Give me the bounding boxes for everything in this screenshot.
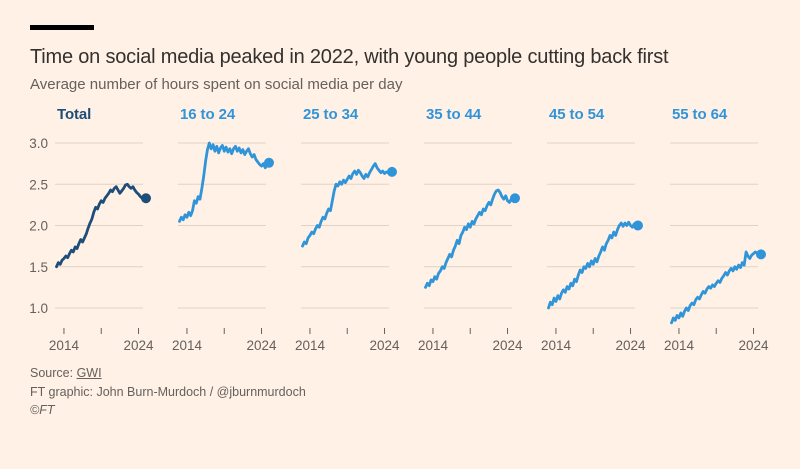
chart-plot-35-to-44: 2014 2024 <box>418 142 524 353</box>
end-dot-55-to-64 <box>755 249 766 260</box>
copyright: ©FT <box>30 403 55 417</box>
ft-chart-page: Time on social media peaked in 2022, wit… <box>0 25 800 420</box>
chart-subtitle: Average number of hours spent on social … <box>30 76 403 93</box>
series-line-55-to-64 <box>670 250 763 325</box>
end-dot-total <box>140 193 151 204</box>
x-axis-tick-label: 2024 <box>616 338 647 353</box>
chart-panel-25-to-34: 25 to 34 2014 2024 <box>295 102 424 356</box>
x-axis-tick-label: 2024 <box>370 338 401 353</box>
chart-title-16-to-24: 16 to 24 <box>180 106 236 123</box>
series-line-total <box>55 182 148 269</box>
y-axis-tick-label: 2.0 <box>29 219 48 234</box>
series-line-35-to-44 <box>424 188 517 289</box>
x-axis-tick-label: 2014 <box>172 338 203 353</box>
chart-title-55-to-64: 55 to 64 <box>672 106 728 123</box>
chart-plot-55-to-64: 2014 2024 <box>664 142 770 353</box>
ft-accent-bar <box>30 25 94 30</box>
series-line-25-to-34 <box>301 162 394 248</box>
y-axis-tick-label: 3.0 <box>29 136 48 151</box>
source-line: Source: GWI <box>30 364 800 383</box>
source-prefix: Source: <box>30 366 77 380</box>
x-axis-tick-label: 2014 <box>541 338 572 353</box>
x-axis-tick-label: 2024 <box>739 338 770 353</box>
chart-plot-25-to-34: 2014 2024 <box>295 142 401 353</box>
series-line-16-to-24 <box>178 141 271 223</box>
chart-panel-total: Total 3.0 2.5 2.0 1.5 1.0 2014 2024 <box>25 102 178 356</box>
chart-plot-45-to-54: 2014 2024 <box>541 142 647 353</box>
end-dot-35-to-44 <box>509 193 520 204</box>
credit-line: FT graphic: John Burn-Murdoch / @jburnmu… <box>30 384 306 399</box>
x-axis-tick-label: 2014 <box>664 338 695 353</box>
chart-plot-total: 3.0 2.5 2.0 1.5 1.0 2014 2024 <box>29 136 155 353</box>
end-dot-25-to-34 <box>386 166 397 177</box>
y-axis-tick-label: 1.0 <box>29 301 48 316</box>
series-line-45-to-54 <box>547 220 640 310</box>
chart-panel-55-to-64: 55 to 64 2014 2024 <box>664 102 793 356</box>
y-axis-tick-label: 2.5 <box>29 177 48 192</box>
x-axis-tick-label: 2014 <box>418 338 449 353</box>
chart-title-total: Total <box>57 106 92 123</box>
x-axis-tick-label: 2024 <box>493 338 524 353</box>
chart-panel-45-to-54: 45 to 54 2014 2024 <box>541 102 670 356</box>
y-axis-tick-label: 1.5 <box>29 260 48 275</box>
chart-panel-16-to-24: 16 to 24 2014 2024 <box>172 102 301 356</box>
chart-plot-16-to-24: 2014 2024 <box>172 141 278 353</box>
chart-title-45-to-54: 45 to 54 <box>549 106 605 123</box>
x-axis-tick-label: 2014 <box>49 338 80 353</box>
end-dot-16-to-24 <box>263 157 274 168</box>
x-axis-tick-label: 2014 <box>295 338 326 353</box>
chart-panel-35-to-44: 35 to 44 2014 2024 <box>418 102 547 356</box>
chart-title-25-to-34: 25 to 34 <box>303 106 359 123</box>
small-multiples-row: Total 3.0 2.5 2.0 1.5 1.0 2014 2024 16 to 24 2014… <box>25 102 800 356</box>
chart-title-35-to-44: 35 to 44 <box>426 106 482 123</box>
end-dot-45-to-54 <box>632 220 643 231</box>
footer: Source: GWI FT graphic: John Burn-Murdoc… <box>30 364 800 420</box>
x-axis-tick-label: 2024 <box>247 338 278 353</box>
page-title: Time on social media peaked in 2022, wit… <box>30 46 669 68</box>
source-link[interactable]: GWI <box>76 366 102 380</box>
x-axis-tick-label: 2024 <box>124 338 155 353</box>
